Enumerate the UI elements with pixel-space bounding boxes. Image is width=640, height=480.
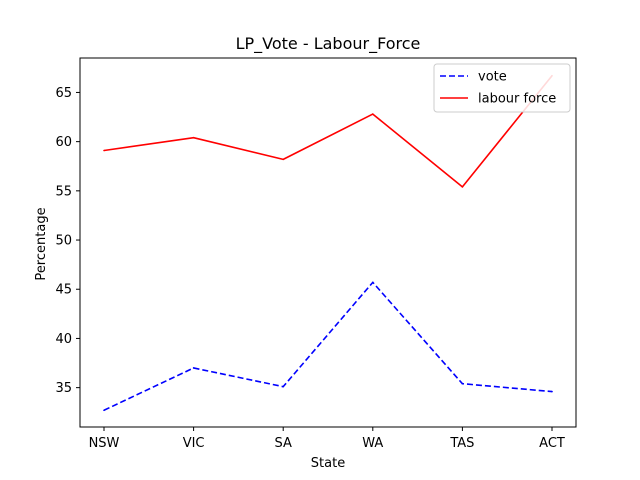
chart-title: LP_Vote - Labour_Force [236, 34, 421, 54]
x-tick-label: NSW [89, 436, 120, 451]
x-axis-label: State [311, 456, 345, 471]
x-axis: NSW VIC SA WA TAS ACT [89, 427, 565, 451]
y-tick-label: 55 [55, 184, 72, 199]
legend-label-labour-force: labour force [478, 92, 556, 107]
legend: vote labour force [433, 63, 571, 113]
x-tick-label: ACT [539, 436, 565, 451]
data-point-vote [192, 367, 195, 369]
series-line-labour-force [103, 75, 553, 188]
data-point-vote [103, 409, 105, 412]
series-line-vote [103, 281, 553, 411]
legend-label-vote: vote [478, 70, 507, 85]
data-point-labour-force [192, 136, 195, 139]
data-point-labour-force [461, 186, 464, 188]
x-tick-label: WA [362, 436, 383, 451]
data-point-vote [461, 382, 464, 385]
x-tick-label: VIC [183, 436, 205, 451]
plot-frame [79, 57, 577, 428]
data-point-vote [551, 390, 553, 393]
y-tick-label: 45 [55, 283, 72, 298]
x-tick-label: TAS [449, 436, 474, 451]
y-tick-label: 65 [55, 86, 72, 101]
x-tick-label: SA [275, 436, 292, 451]
series-layer [103, 74, 553, 412]
y-tick-label: 50 [55, 234, 72, 249]
y-axis: 35 40 45 50 55 60 65 [55, 86, 80, 396]
y-tick-label: 35 [55, 381, 72, 396]
y-tick-label: 60 [55, 135, 72, 150]
data-point-labour-force [282, 158, 285, 161]
data-point-labour-force [372, 113, 374, 115]
y-axis-label: Percentage [34, 207, 49, 280]
data-point-vote [372, 281, 374, 284]
plot-area [79, 57, 577, 428]
y-tick-label: 40 [55, 332, 72, 347]
data-point-labour-force [103, 149, 105, 152]
data-point-vote [282, 385, 285, 388]
